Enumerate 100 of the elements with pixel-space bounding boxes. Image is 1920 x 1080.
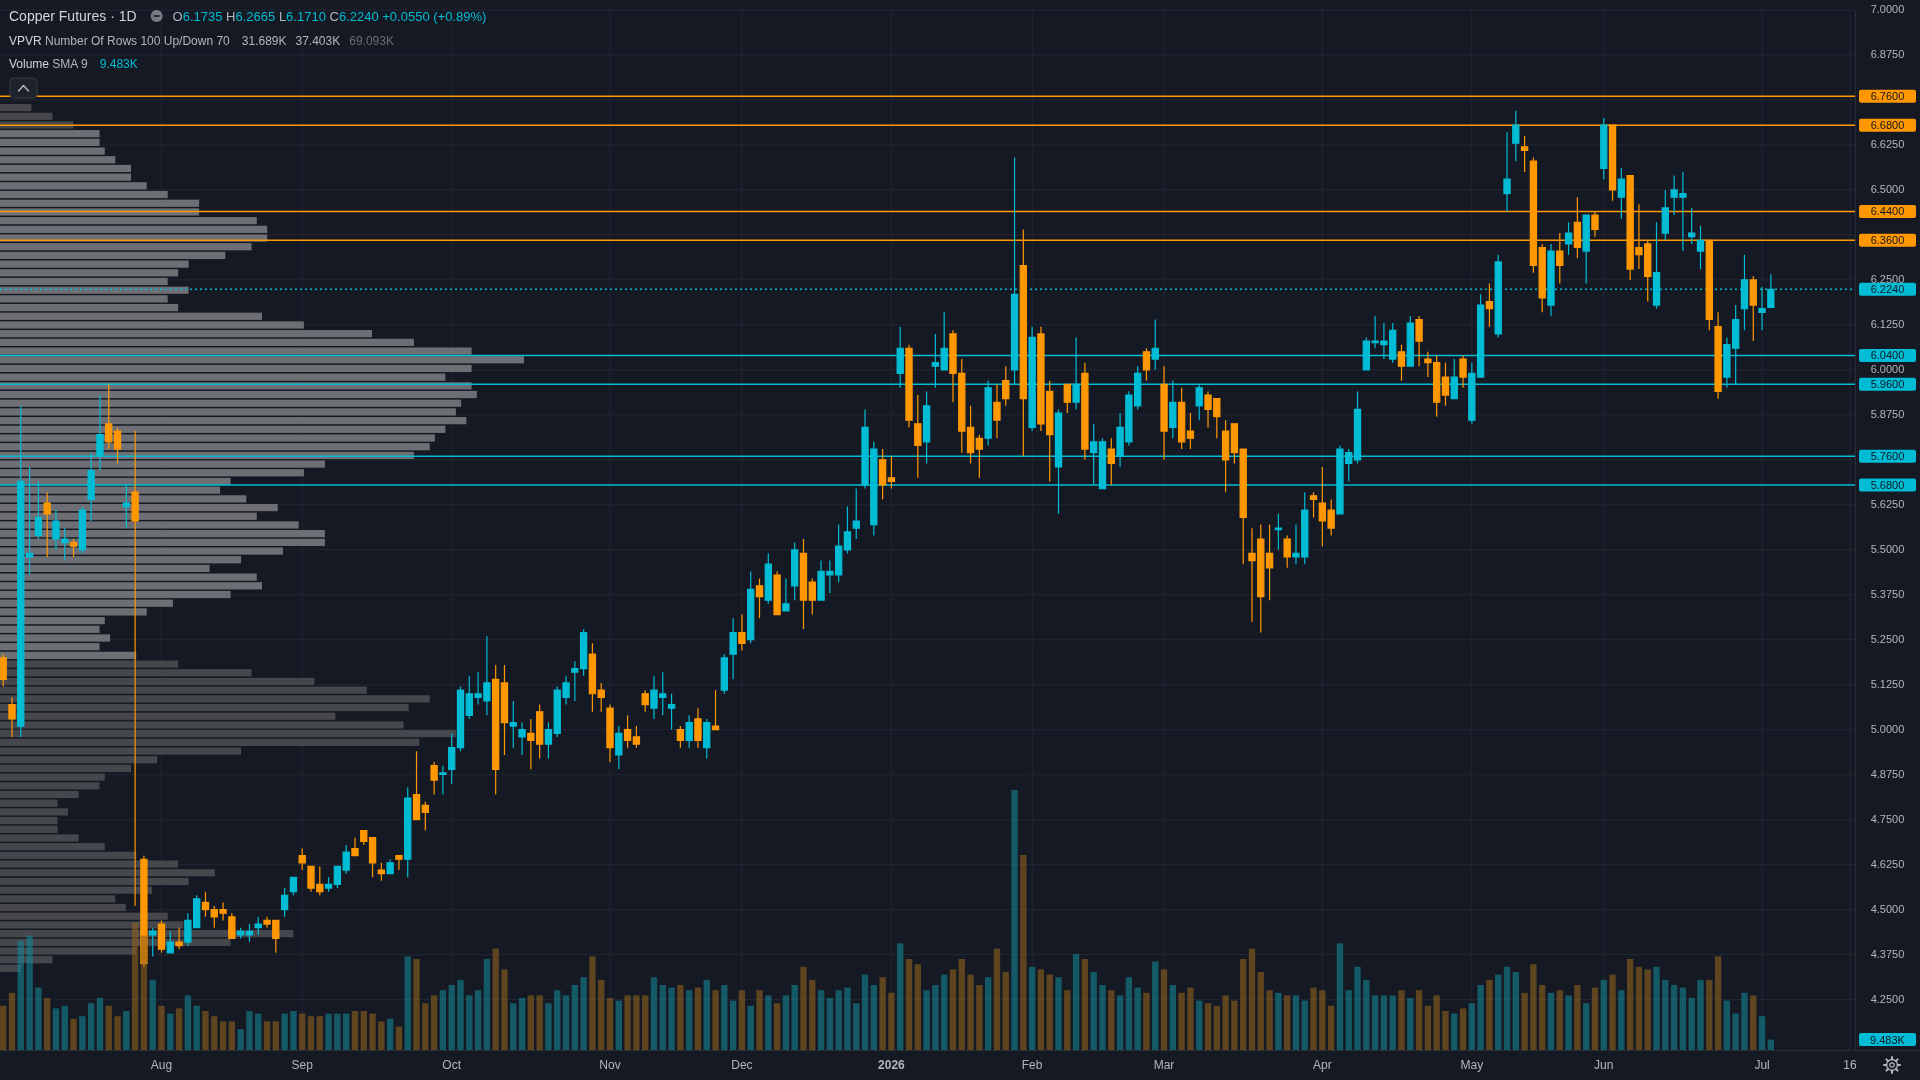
bar: [0, 164, 131, 173]
bar: [0, 390, 477, 399]
y-tick-label: 6.6250: [1870, 138, 1905, 151]
candlestick: [1582, 214, 1590, 285]
candlestick: [1503, 131, 1511, 213]
candlestick: [1142, 347, 1151, 382]
candlestick: [799, 538, 808, 630]
bar: [1732, 1013, 1739, 1050]
bar: [1512, 972, 1519, 1050]
candlestick: [113, 426, 122, 465]
candlestick: [1749, 275, 1757, 342]
bar: [1758, 1016, 1766, 1050]
candlestick: [368, 837, 377, 878]
candlestick: [1283, 534, 1291, 569]
annotation: 37.403K: [295, 34, 341, 48]
bar: [941, 974, 948, 1050]
bar: [281, 1013, 288, 1050]
bar: [52, 1008, 60, 1050]
candlestick: [0, 653, 7, 688]
candlestick: [729, 617, 737, 680]
candlestick: [69, 538, 78, 558]
bar: [1134, 987, 1141, 1050]
bar: [1697, 979, 1704, 1050]
bar: [448, 985, 455, 1050]
chart-title: Copper Futures · 1D: [9, 8, 137, 24]
candlestick: [623, 714, 632, 749]
candlestick: [1485, 282, 1494, 328]
candlestick: [492, 664, 500, 796]
bar: [668, 987, 675, 1050]
x-tick-label: Jun: [1594, 1058, 1614, 1072]
bar: [1503, 966, 1511, 1050]
y-tick-label: 4.2500: [1870, 992, 1905, 1005]
bar: [1547, 992, 1555, 1050]
bar: [826, 998, 834, 1050]
candlestick: [1186, 412, 1195, 450]
candlestick: [228, 912, 236, 940]
bar: [1072, 953, 1080, 1050]
candlestick: [1160, 365, 1168, 461]
candlestick: [421, 801, 429, 832]
candlestick: [1696, 225, 1705, 270]
candlestick: [395, 855, 403, 871]
candlestick: [1274, 513, 1283, 551]
bar: [123, 1011, 130, 1050]
candlestick: [430, 761, 438, 796]
candlestick: [1309, 491, 1318, 518]
candlestick: [131, 430, 139, 907]
bar: [1169, 985, 1176, 1050]
y-tick-label: 5.6250: [1870, 498, 1905, 511]
bar: [782, 995, 790, 1050]
candlestick: [351, 837, 359, 857]
candlestick: [1063, 383, 1071, 414]
candlestick: [105, 383, 113, 450]
bar: [1196, 1000, 1203, 1050]
candlestick: [1617, 167, 1626, 220]
y-tick-label: 4.3750: [1870, 947, 1905, 960]
candlestick: [694, 707, 702, 749]
bar: [703, 979, 710, 1050]
candlestick: [245, 923, 254, 943]
bar: [255, 1013, 262, 1050]
x-tick-label: Feb: [1021, 1058, 1043, 1072]
x-tick-label: 16: [1843, 1058, 1857, 1072]
candlestick: [1415, 315, 1423, 367]
bar: [510, 1003, 517, 1050]
bar: [386, 1018, 394, 1050]
ref-line-label: 6.7600: [1870, 90, 1905, 103]
y-tick-label: 5.1250: [1870, 678, 1905, 691]
candlestick: [993, 383, 1001, 439]
bar: [721, 985, 728, 1050]
candlestick: [685, 714, 693, 749]
bar: [1354, 966, 1361, 1050]
candlestick: [808, 577, 816, 616]
candlestick: [755, 577, 764, 619]
candlestick: [201, 891, 210, 918]
x-tick-label: Aug: [150, 1058, 173, 1072]
bar: [0, 790, 79, 799]
annotation: 9.483K: [99, 57, 138, 71]
bar: [1345, 990, 1352, 1050]
bar: [0, 130, 100, 138]
bar: [0, 564, 210, 573]
candlestick: [711, 689, 720, 731]
candlestick: [500, 664, 509, 756]
ref-line-label: 6.2240: [1870, 283, 1905, 296]
bar: [932, 985, 939, 1050]
candlestick: [1441, 362, 1450, 407]
bar: [193, 1005, 200, 1050]
bar: [1653, 966, 1660, 1050]
candlestick: [1002, 365, 1010, 407]
candlestick: [975, 434, 984, 479]
candlestick: [448, 732, 456, 785]
bar: [1565, 995, 1572, 1050]
bar: [1600, 979, 1607, 1050]
bar: [897, 943, 904, 1050]
ref-line-label: 6.3600: [1870, 234, 1905, 247]
bar: [1028, 966, 1036, 1050]
bar: [167, 1013, 174, 1050]
bar: [1055, 977, 1062, 1050]
bar: [844, 987, 851, 1050]
bar: [650, 977, 658, 1050]
bar: [729, 1000, 737, 1050]
bar: [817, 990, 825, 1050]
